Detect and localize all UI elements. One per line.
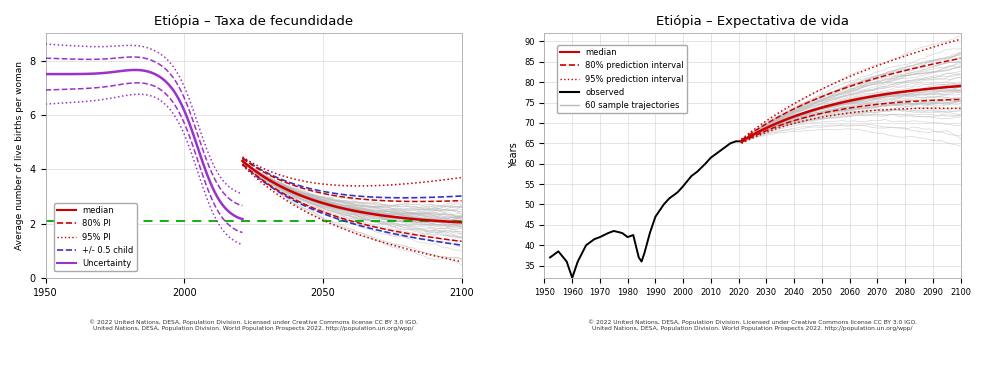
Legend: median, 80% prediction interval, 95% prediction interval, observed, 60 sample tr: median, 80% prediction interval, 95% pre… (557, 45, 687, 113)
Title: Etiópia – Expectativa de vida: Etiópia – Expectativa de vida (656, 15, 849, 28)
Y-axis label: Average number of live births per woman: Average number of live births per woman (15, 61, 24, 250)
Text: © 2022 United Nations, DESA, Population Division. Licensed under Creative Common: © 2022 United Nations, DESA, Population … (588, 319, 917, 331)
Legend: median, 80% PI, 95% PI, +/- 0.5 child, Uncertainty: median, 80% PI, 95% PI, +/- 0.5 child, U… (54, 203, 137, 271)
Text: © 2022 United Nations, DESA, Population Division. Licensed under Creative Common: © 2022 United Nations, DESA, Population … (89, 319, 418, 331)
Title: Etiópia – Taxa de fecundidade: Etiópia – Taxa de fecundidade (154, 15, 353, 28)
Y-axis label: Years: Years (509, 143, 519, 168)
